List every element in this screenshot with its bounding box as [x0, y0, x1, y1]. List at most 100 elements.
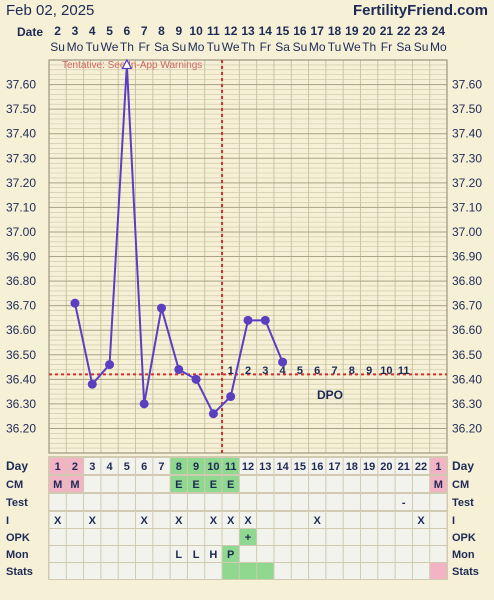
- weekday-label: Mo: [188, 40, 205, 54]
- y-tick-label-left: 36.20: [6, 421, 36, 435]
- row-label-right: CM: [452, 479, 469, 491]
- table-cell: [360, 546, 378, 562]
- y-tick-label-right: 37.00: [452, 225, 482, 239]
- table-cell: [274, 476, 291, 492]
- table-cell-value: E: [210, 479, 217, 491]
- row-label-left: Day: [6, 459, 28, 473]
- table-cell: [136, 546, 153, 562]
- table-cell: [378, 512, 395, 528]
- table-cell: [222, 494, 239, 510]
- table-cell: [187, 476, 205, 492]
- table-cell: [291, 494, 309, 510]
- table-cell: [343, 546, 360, 562]
- table-cell: [257, 546, 274, 562]
- table-cell: [291, 563, 309, 579]
- table-cell: [430, 563, 447, 579]
- table-cell: [326, 512, 343, 528]
- y-tick-label-right: 37.40: [452, 127, 482, 141]
- table-cell-value: L: [193, 549, 200, 561]
- table-cell: [84, 494, 101, 510]
- table-cell: [412, 458, 430, 474]
- table-cell: [49, 529, 66, 545]
- table-cell: [205, 458, 222, 474]
- weekday-label: Su: [293, 40, 308, 54]
- weekday-label: Fr: [139, 40, 150, 54]
- table-cell: [343, 458, 360, 474]
- date-number: 17: [311, 24, 325, 38]
- table-cell-value: -: [402, 497, 406, 509]
- table-cell: [136, 529, 153, 545]
- weekday-label: Tu: [328, 40, 342, 54]
- table-cell: [239, 458, 257, 474]
- y-tick-label-right: 36.80: [452, 274, 482, 288]
- table-cell: [118, 546, 136, 562]
- weekday-label: Mo: [309, 40, 326, 54]
- table-cell: [222, 476, 239, 492]
- table-cell-value: +: [245, 532, 251, 544]
- table-cell: [153, 476, 170, 492]
- weekday-label: Fr: [381, 40, 392, 54]
- table-cell: [239, 476, 257, 492]
- temperature-point: [70, 298, 80, 308]
- table-cell: [378, 529, 395, 545]
- cycle-day-number: 15: [294, 461, 306, 473]
- table-cell-value: X: [89, 515, 97, 527]
- table-cell: [222, 529, 239, 545]
- row-label-left: Stats: [6, 566, 33, 578]
- table-cell: [118, 563, 136, 579]
- table-cell: [136, 563, 153, 579]
- table-cell: [430, 458, 447, 474]
- table-cell: [187, 458, 205, 474]
- weekday-label: Tu: [85, 40, 99, 54]
- table-cell: [412, 494, 430, 510]
- table-cell: [170, 476, 187, 492]
- chart-date: Feb 02, 2025: [6, 2, 94, 19]
- date-number: 19: [345, 24, 359, 38]
- table-cell: [326, 458, 343, 474]
- table-cell: [326, 494, 343, 510]
- temperature-point: [105, 360, 115, 370]
- date-number: 21: [380, 24, 394, 38]
- weekday-label: Sa: [154, 40, 169, 54]
- table-cell: [49, 563, 66, 579]
- table-cell: [309, 546, 326, 562]
- y-tick-label-right: 36.50: [452, 348, 482, 362]
- weekday-label: Th: [362, 40, 376, 54]
- table-cell: [343, 563, 360, 579]
- date-number: 12: [224, 24, 238, 38]
- cycle-day-number: 10: [207, 461, 219, 473]
- table-cell: [412, 546, 430, 562]
- weekday-label: We: [222, 40, 240, 54]
- y-tick-label-left: 36.50: [6, 348, 36, 362]
- date-number: 22: [397, 24, 411, 38]
- y-tick-label-left: 36.30: [6, 397, 36, 411]
- temperature-point: [191, 374, 201, 384]
- table-cell: [360, 494, 378, 510]
- y-tick-label-right: 36.30: [452, 397, 482, 411]
- table-cell: [291, 546, 309, 562]
- weekday-label: Sa: [396, 40, 411, 54]
- table-cell: [360, 458, 378, 474]
- table-cell: [378, 458, 395, 474]
- row-label-left: I: [6, 515, 9, 527]
- cycle-day-number: 21: [398, 461, 410, 473]
- weekday-label: Th: [120, 40, 134, 54]
- table-cell: [66, 563, 84, 579]
- weekday-label: Fr: [260, 40, 271, 54]
- cycle-day-number: 7: [158, 461, 164, 473]
- dpo-number: 9: [366, 365, 372, 377]
- temperature-point: [208, 409, 218, 419]
- table-cell-value: M: [70, 479, 79, 491]
- cycle-day-number: 22: [415, 461, 427, 473]
- table-cell: [326, 546, 343, 562]
- table-cell: [153, 512, 170, 528]
- table-cell: [170, 494, 187, 510]
- table-cell: [430, 529, 447, 545]
- table-cell: [309, 494, 326, 510]
- weekday-label: Mo: [430, 40, 447, 54]
- y-tick-label-left: 37.00: [6, 225, 36, 239]
- table-cell: [101, 458, 118, 474]
- table-cell-value: M: [434, 479, 443, 491]
- table-cell: [101, 476, 118, 492]
- table-cell-value: X: [54, 515, 62, 527]
